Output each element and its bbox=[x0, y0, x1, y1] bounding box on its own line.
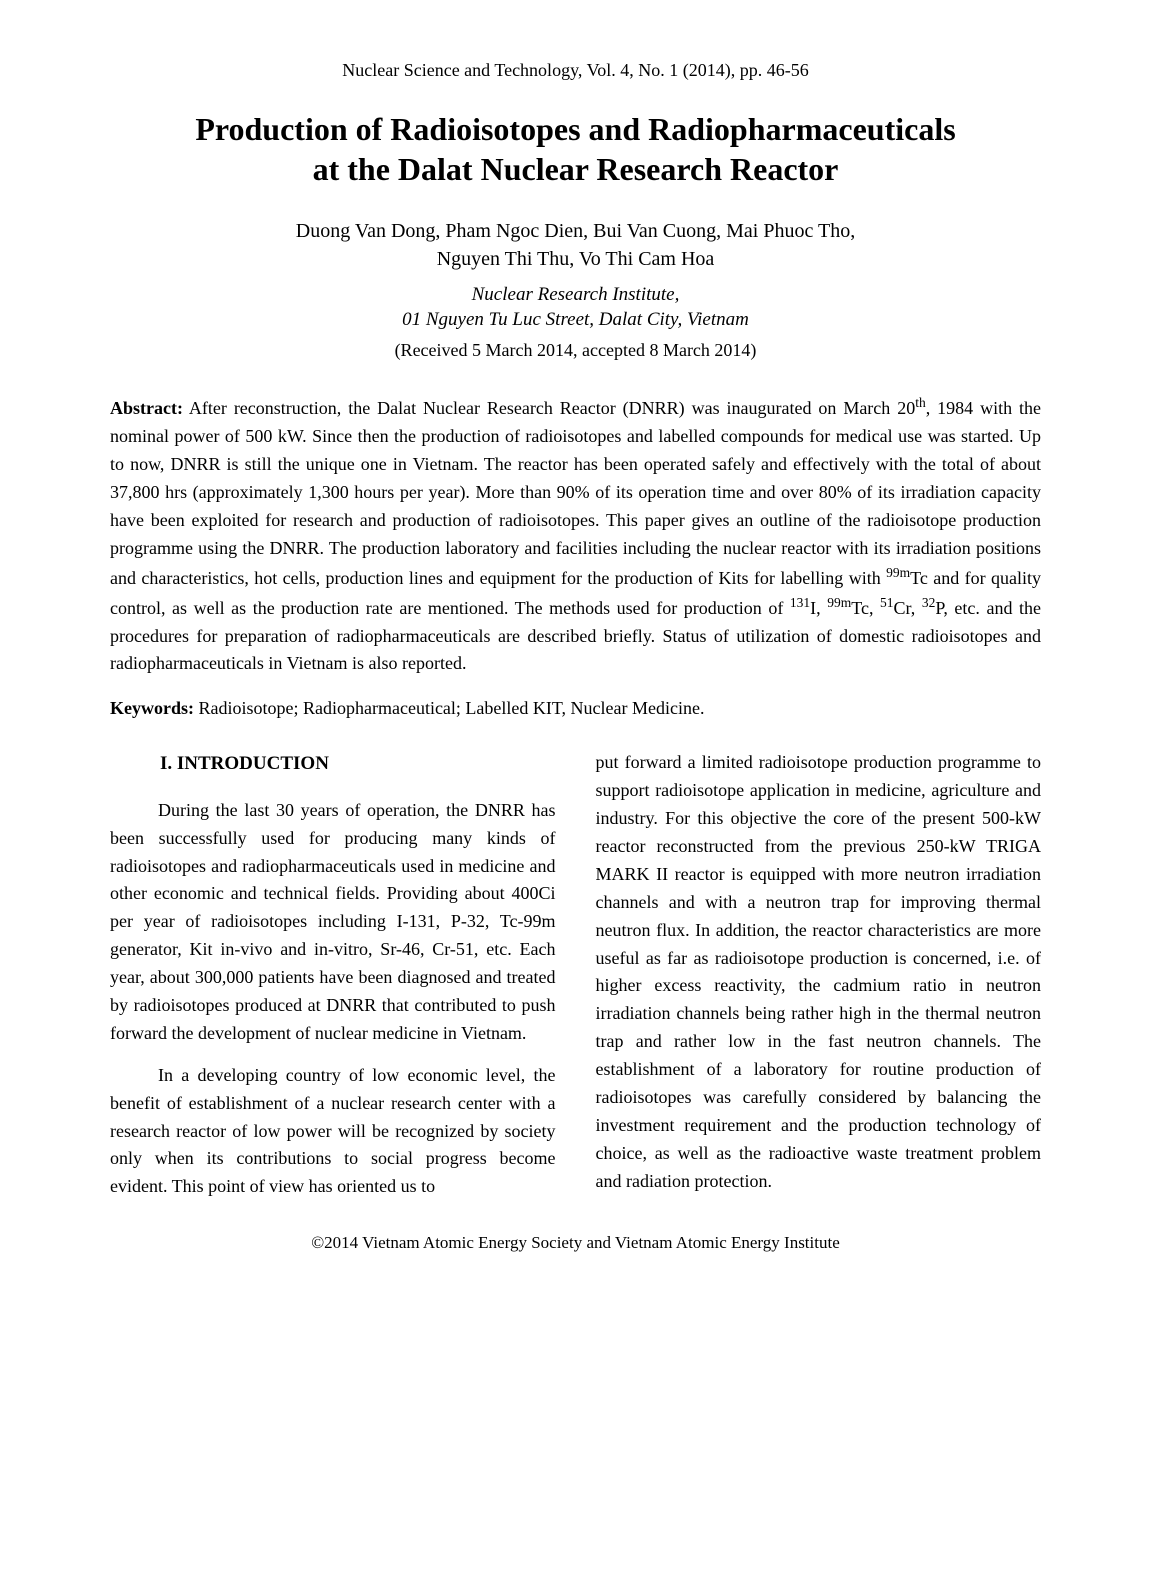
intro-paragraph-3: put forward a limited radioisotope produ… bbox=[596, 749, 1042, 1195]
affiliation-line-1: Nuclear Research Institute, bbox=[472, 284, 680, 305]
abstract-text-2: , 1984 with the nominal power of 500 kW.… bbox=[110, 398, 1041, 587]
section-heading-introduction: I. INTRODUCTION bbox=[160, 749, 556, 778]
title-line-1: Production of Radioisotopes and Radiopha… bbox=[195, 111, 955, 147]
abstract-iso4-text: Cr, bbox=[894, 598, 922, 618]
affiliation-line-2: 01 Nguyen Tu Luc Street, Dalat City, Vie… bbox=[402, 309, 749, 330]
authors: Duong Van Dong, Pham Ngoc Dien, Bui Van … bbox=[110, 217, 1041, 273]
authors-line-2: Nguyen Thi Thu, Vo Thi Cam Hoa bbox=[437, 248, 715, 270]
copyright-footer: ©2014 Vietnam Atomic Energy Society and … bbox=[110, 1233, 1041, 1253]
abstract-label: Abstract: bbox=[110, 398, 183, 418]
abstract-iso3-sup: 99m bbox=[827, 595, 851, 610]
intro-paragraph-2: In a developing country of low economic … bbox=[110, 1062, 556, 1201]
title-line-2: at the Dalat Nuclear Research Reactor bbox=[313, 151, 839, 187]
intro-paragraph-1: During the last 30 years of operation, t… bbox=[110, 797, 556, 1048]
journal-header: Nuclear Science and Technology, Vol. 4, … bbox=[110, 60, 1041, 81]
body-two-column: I. INTRODUCTION During the last 30 years… bbox=[110, 749, 1041, 1215]
keywords: Keywords: Radioisotope; Radiopharmaceuti… bbox=[110, 698, 1041, 719]
received-accepted-dates: (Received 5 March 2014, accepted 8 March… bbox=[110, 340, 1041, 361]
abstract-iso2-sup: 131 bbox=[790, 595, 810, 610]
abstract: Abstract: After reconstruction, the Dala… bbox=[110, 393, 1041, 678]
column-right: put forward a limited radioisotope produ… bbox=[596, 749, 1042, 1215]
affiliation: Nuclear Research Institute, 01 Nguyen Tu… bbox=[110, 283, 1041, 332]
abstract-sup-th: th bbox=[915, 395, 926, 410]
abstract-iso5-sup: 32 bbox=[922, 595, 936, 610]
keywords-text: Radioisotope; Radiopharmaceutical; Label… bbox=[194, 698, 704, 718]
column-left: I. INTRODUCTION During the last 30 years… bbox=[110, 749, 556, 1215]
authors-line-1: Duong Van Dong, Pham Ngoc Dien, Bui Van … bbox=[296, 220, 855, 242]
abstract-iso4-sup: 51 bbox=[880, 595, 894, 610]
paper-title: Production of Radioisotopes and Radiopha… bbox=[110, 109, 1041, 189]
abstract-iso3-text: Tc, bbox=[851, 598, 880, 618]
abstract-iso1-sup: 99m bbox=[886, 565, 910, 580]
abstract-iso2-text: I, bbox=[810, 598, 827, 618]
abstract-text-1: After reconstruction, the Dalat Nuclear … bbox=[183, 398, 915, 418]
keywords-label: Keywords: bbox=[110, 698, 194, 718]
